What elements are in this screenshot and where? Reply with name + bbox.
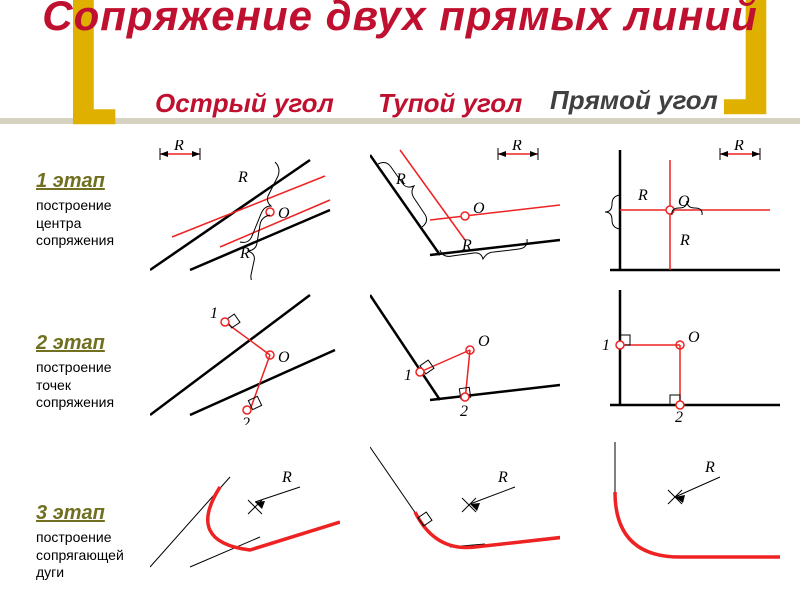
svg-text:R: R xyxy=(173,140,184,154)
diagram-obtuse-2: O 1 2 xyxy=(370,280,560,425)
stage-2-desc: построение точек сопряжения xyxy=(36,359,141,412)
col-acute: Острый угол xyxy=(155,88,334,119)
svg-text:R: R xyxy=(637,187,648,204)
stage-1: 1 этап построение центра сопряжения xyxy=(36,170,141,250)
svg-text:R: R xyxy=(281,469,292,486)
stage-3-title: 3 этап xyxy=(36,502,141,525)
stage-2: 2 этап построение точек сопряжения xyxy=(36,332,141,412)
diagram-acute-1: O R R R xyxy=(150,140,340,280)
svg-text:R: R xyxy=(497,469,508,486)
diagram-right-3: R xyxy=(590,432,780,577)
svg-text:O: O xyxy=(278,349,290,366)
svg-text:R: R xyxy=(733,140,744,154)
stage-1-desc: построение центра сопряжения xyxy=(36,197,141,250)
stage-3-desc: построение сопрягающей дуги xyxy=(36,529,141,582)
diagram-obtuse-3: R xyxy=(370,432,560,577)
svg-text:O: O xyxy=(473,200,485,217)
svg-text:R: R xyxy=(679,232,690,249)
svg-text:2: 2 xyxy=(460,403,468,420)
svg-text:1: 1 xyxy=(404,367,412,384)
svg-text:O: O xyxy=(688,329,700,346)
svg-text:2: 2 xyxy=(675,409,683,425)
svg-text:O: O xyxy=(278,205,290,222)
diagram-right-1: O R R R xyxy=(590,140,780,280)
col-obtuse: Тупой угол xyxy=(378,88,522,119)
svg-text:1: 1 xyxy=(602,337,610,354)
svg-text:R: R xyxy=(511,140,522,154)
svg-text:O: O xyxy=(478,333,490,350)
col-right: Прямой угол xyxy=(550,85,718,116)
diagram-acute-3: R xyxy=(150,432,340,577)
svg-text:2: 2 xyxy=(242,415,250,425)
diagram-obtuse-1: O R R R xyxy=(370,140,560,280)
stage-1-title: 1 этап xyxy=(36,170,141,193)
diagram-acute-2: O 1 2 xyxy=(150,280,340,425)
svg-text:1: 1 xyxy=(210,305,218,322)
svg-text:R: R xyxy=(704,459,715,476)
stage-2-title: 2 этап xyxy=(36,332,141,355)
svg-text:R: R xyxy=(461,237,472,254)
page-title: Сопряжение двух прямых линий xyxy=(0,0,800,40)
svg-text:R: R xyxy=(239,245,250,262)
stage-3: 3 этап построение сопрягающей дуги xyxy=(36,502,141,582)
diagram-right-2: O 1 2 xyxy=(590,280,780,425)
svg-text:R: R xyxy=(237,169,248,186)
